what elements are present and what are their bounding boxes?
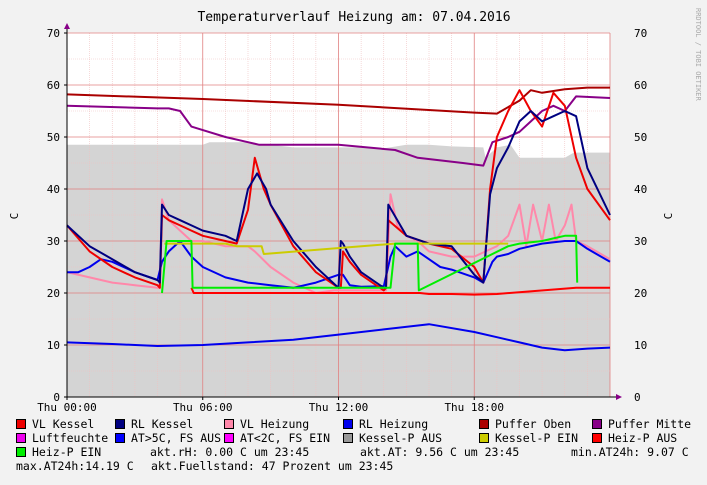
legend-item: Luftfeuchte [16, 431, 108, 445]
status-max-at: max.AT24h:14.19 C [16, 459, 134, 473]
status-min-at: min.AT24h: 9.07 C [571, 445, 689, 459]
legend-label: RL Heizung [359, 417, 429, 431]
legend-label: Heiz-P AUS [608, 431, 678, 445]
y-tick-label-right: 40 [634, 183, 647, 196]
legend: VL Kessel RL Kessel VL Heizung RL Heizung Pu… [14, 417, 704, 473]
series-line-heiz-p-ein [161, 234, 579, 294]
legend-swatch [115, 419, 125, 429]
legend-label: VL Kessel [32, 417, 95, 431]
x-tick-label: Thu 00:00 [37, 401, 97, 414]
side-credit: RRDTOOL / TOBI OETIKER [694, 8, 702, 102]
y-tick-label-right: 0 [634, 391, 641, 404]
x-tick-label: Thu 06:00 [173, 401, 233, 414]
series-line-vl-kessel [66, 89, 611, 292]
status-at: akt.AT: 9.56 C um 23:45 [360, 445, 520, 459]
y-axis-arrow [64, 23, 70, 29]
y-tick-label-left: 70 [47, 27, 60, 40]
legend-row: akt.rH: 0.00 C um 23:45 akt.AT: 9.56 C u… [14, 445, 704, 459]
legend-row: VL Kessel RL Kessel VL Heizung RL Heizung Pu… [14, 417, 704, 431]
series-line-heiz-p-aus [190, 286, 610, 296]
series-line-rl-kessel [66, 110, 611, 289]
x-axis-arrow [616, 394, 622, 400]
legend-label: Heiz-P EIN [32, 445, 102, 459]
legend-label: Puffer Oben [495, 417, 572, 431]
y-tick-label-left: 50 [47, 131, 60, 144]
status-row: max.AT24h:14.19 C akt.Fuellstand: 47 Pro… [14, 459, 704, 473]
y-tick-label-right: 60 [634, 79, 647, 92]
y-axis-label-right: C [662, 213, 675, 220]
legend-label: RL Kessel [131, 417, 194, 431]
legend-label: AT>5C, FS AUS [131, 431, 222, 445]
y-tick-label-right: 20 [634, 287, 647, 300]
series-line-kessel-p-ein [164, 242, 509, 255]
legend-item: Puffer Mitte [592, 417, 691, 431]
legend-row: Luftfeuchte AT>5C, FS AUS AT<2C, FS EIN Kes… [14, 431, 704, 445]
legend-item: Kessel-P EIN [479, 431, 578, 445]
x-tick-label: Thu 12:00 [309, 401, 369, 414]
y-tick-label-right: 70 [634, 27, 647, 40]
y-tick-label-left: 30 [47, 235, 60, 248]
y-tick-label-left: 60 [47, 79, 60, 92]
y-tick-label-right: 50 [634, 131, 647, 144]
status-fuellstand: akt.Fuellstand: 47 Prozent um 23:45 [151, 459, 394, 473]
y-tick-label-left: 10 [47, 339, 60, 352]
legend-item: Kessel-P AUS [343, 431, 442, 445]
legend-swatch [16, 447, 26, 457]
legend-swatch [592, 419, 602, 429]
legend-item: Heiz-P EIN [16, 445, 101, 459]
legend-item: Puffer Oben [479, 417, 571, 431]
legend-swatch [16, 433, 26, 443]
axes-layer: 0 0 10 10 20 20 30 30 40 40 50 50 60 60 70 70 Thu 00:00 T… [37, 23, 647, 414]
legend-swatch [224, 433, 234, 443]
legend-item: VL Heizung [224, 417, 309, 431]
legend-swatch [479, 433, 489, 443]
legend-item: VL Kessel [16, 417, 94, 431]
legend-item: Heiz-P AUS [592, 431, 677, 445]
line-layer [66, 86, 611, 352]
legend-label: Puffer Mitte [608, 417, 692, 431]
legend-item: RL Kessel [115, 417, 193, 431]
chart-title: Temperaturverlauf Heizung am: 07.04.2016 [197, 10, 510, 25]
legend-label: AT<2C, FS EIN [240, 431, 331, 445]
legend-label: Luftfeuchte [32, 431, 109, 445]
series-line-at-5c-fs-aus [66, 323, 611, 352]
legend-label: VL Heizung [240, 417, 310, 431]
legend-item: AT<2C, FS EIN [224, 431, 330, 445]
legend-swatch [16, 419, 26, 429]
legend-swatch [224, 419, 234, 429]
legend-swatch [343, 433, 353, 443]
legend-label: Kessel-P EIN [495, 431, 579, 445]
status-rh: akt.rH: 0.00 C um 23:45 [150, 445, 310, 459]
legend-swatch [115, 433, 125, 443]
legend-swatch [343, 419, 353, 429]
legend-swatch [592, 433, 602, 443]
series-line-puffer-oben [66, 86, 610, 115]
y-axis-label-left: C [8, 213, 21, 220]
x-tick-label: Thu 18:00 [444, 401, 504, 414]
legend-item: AT>5C, FS AUS [115, 431, 221, 445]
legend-label: Kessel-P AUS [359, 431, 443, 445]
y-tick-label-left: 20 [47, 287, 60, 300]
y-tick-label-left: 0 [53, 391, 60, 404]
legend-swatch [479, 419, 489, 429]
y-tick-label-left: 40 [47, 183, 60, 196]
y-tick-label-right: 30 [634, 235, 647, 248]
legend-item: RL Heizung [343, 417, 428, 431]
y-tick-label-right: 10 [634, 339, 647, 352]
